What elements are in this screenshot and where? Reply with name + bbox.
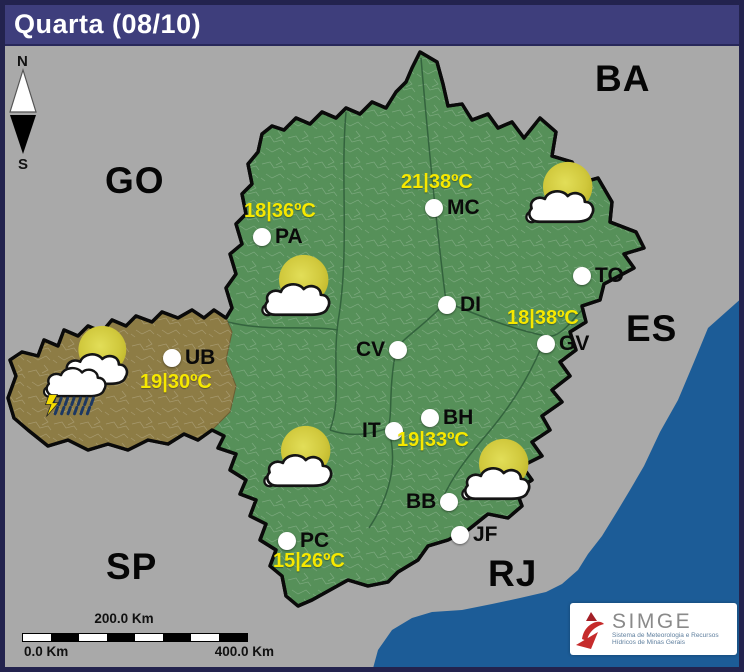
city-dot [440,492,459,511]
city-dot [278,531,296,550]
title-bar: Quarta (08/10) [0,0,744,46]
city-marker-pa: PA [253,226,303,247]
city-marker-jf: JF [451,524,498,545]
simge-logo-glyph-icon [576,612,604,649]
city-label: IT [362,419,381,442]
simge-logo-text: SIMGE Sistema de Meteorologia e Recursos… [612,611,719,647]
simge-logo: SIMGE Sistema de Meteorologia e Recursos… [570,603,737,655]
city-dot [451,525,469,544]
city-marker-bh: BH [421,407,473,428]
compass-north-label: N [17,53,28,70]
city-marker-bb: BB [406,490,459,513]
scale-bar-start-label: 0.0 Km [24,644,69,659]
city-marker-gv: GV [537,333,589,354]
city-marker-ub: UB [163,347,215,368]
city-marker-mc: MC [425,197,480,218]
temp-label-ub: 19|30ºC [140,371,212,393]
city-label: BH [443,406,474,429]
city-dot [389,340,408,359]
state-label-sp: SP [106,546,158,587]
state-label-ba: BA [595,58,651,99]
city-dot [537,334,555,353]
compass-rose [9,67,37,154]
city-marker-pc: PC [278,530,329,551]
scale-bar-segments [22,633,248,642]
city-dot [438,295,456,314]
ocean [372,296,744,672]
state-label-es: ES [626,308,678,349]
city-marker-it: IT [362,420,403,441]
simge-logo-subtitle-line1: Sistema de Meteorologia e Recursos [612,632,719,640]
page-title: Quarta (08/10) [14,9,202,39]
temp-label-gv: 18|38ºC [507,307,579,329]
state-label-go: GO [105,160,165,201]
state-label-rj: RJ [488,553,538,594]
city-marker-di: DI [438,294,481,315]
city-label: UB [185,346,216,369]
compass-south-label: S [18,156,29,173]
city-dot [425,198,443,217]
city-label: GV [559,332,590,355]
city-dot [573,266,591,285]
city-label: JF [473,523,498,546]
city-label: TO [595,264,624,287]
city-label: MC [447,196,480,219]
city-label: DI [460,293,481,316]
city-label: BB [406,490,437,513]
city-marker-cv: CV [356,338,408,361]
city-label: PA [275,225,303,248]
simge-logo-subtitle-line2: Hídricos de Minas Gerais [612,639,685,647]
temp-label-pa: 18|36ºC [244,200,316,222]
city-dot [253,227,271,246]
city-dot [421,408,439,427]
simge-logo-name: SIMGE [612,610,693,634]
temp-label-mc: 21|38ºC [401,171,473,193]
city-dot [384,421,403,440]
temp-label-bh: 19|33ºC [397,429,469,451]
city-marker-to: TO [573,265,624,286]
scale-bar-mid-label: 200.0 Km [94,611,154,626]
city-label: CV [356,338,386,361]
city-dot [163,348,181,367]
temp-label-pc: 15|26ºC [273,550,345,572]
scale-bar-end-label: 400.0 Km [214,644,274,659]
city-label: PC [300,529,330,552]
